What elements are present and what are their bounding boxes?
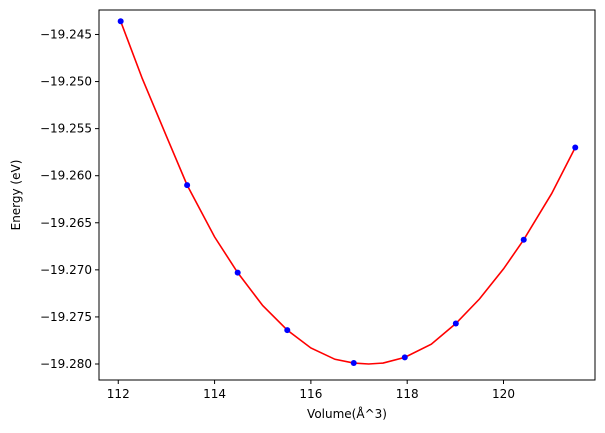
x-axis-ticks: 112 114 116 118 120 <box>107 380 515 401</box>
data-point <box>350 360 357 367</box>
data-point <box>401 354 408 361</box>
y-tick-label: −19.255 <box>40 122 92 136</box>
data-point <box>117 18 124 25</box>
y-tick-label: −19.265 <box>40 216 92 230</box>
x-tick-label: 114 <box>203 387 226 401</box>
y-axis-label: Energy (eV) <box>9 160 23 231</box>
data-point <box>520 236 527 243</box>
fit-curve-line <box>119 21 576 365</box>
data-point <box>184 182 191 189</box>
data-point <box>452 320 459 327</box>
data-point <box>572 144 579 151</box>
fit-curve-layer <box>119 21 576 365</box>
x-tick-label: 120 <box>492 387 515 401</box>
x-tick-label: 116 <box>299 387 322 401</box>
y-tick-label: −19.250 <box>40 75 92 89</box>
plot-frame <box>98 9 596 381</box>
y-tick-label: −19.270 <box>40 263 92 277</box>
x-axis-label: Volume(Å^3) <box>307 406 387 421</box>
data-points-layer <box>117 18 579 367</box>
x-tick-label: 118 <box>396 387 419 401</box>
x-tick-label: 112 <box>107 387 130 401</box>
y-tick-label: −19.280 <box>40 357 92 371</box>
y-tick-label: −19.260 <box>40 169 92 183</box>
data-point <box>284 327 291 334</box>
y-tick-label: −19.245 <box>40 27 92 41</box>
data-point <box>234 269 241 276</box>
y-axis-ticks: −19.245 −19.250 −19.255 −19.260 −19.265 −19.2… <box>40 27 99 371</box>
y-tick-label: −19.275 <box>40 310 92 324</box>
